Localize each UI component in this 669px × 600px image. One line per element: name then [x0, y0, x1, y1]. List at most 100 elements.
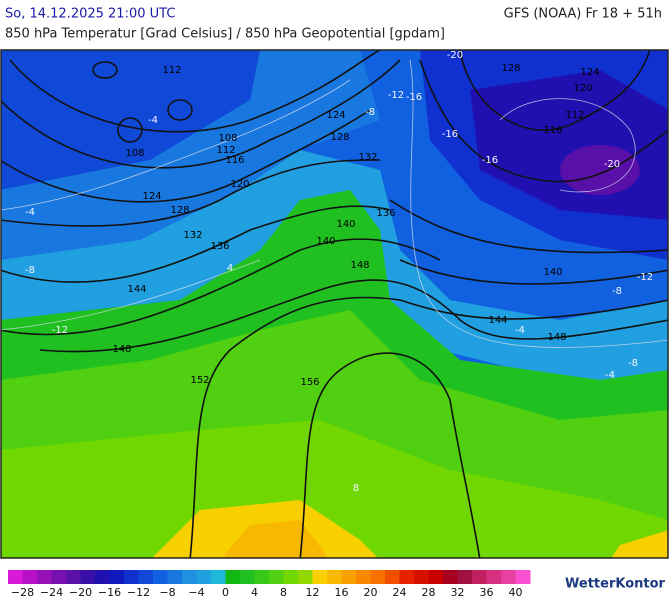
colorbar-swatch: [80, 570, 96, 584]
colorbar-swatch: [51, 570, 67, 584]
geopotential-label: 116: [543, 125, 562, 136]
colorbar-swatch: [240, 570, 255, 584]
temperature-label: -12: [637, 272, 653, 283]
temperature-label: -12: [52, 325, 68, 336]
colorbar-swatch: [312, 570, 328, 584]
colorbar: −28 −24 −20 −16 −12 −8 −4 0 4 8 12 16 20 24 28 32 36 40: [8, 570, 531, 599]
colorbar-swatch: [138, 570, 154, 584]
geopotential-label: 140: [543, 267, 562, 278]
colorbar-tick-label: −20: [69, 586, 92, 599]
colorbar-swatch: [341, 570, 357, 584]
colorbar-tick-label: −12: [127, 586, 150, 599]
colorbar-swatch: [428, 570, 444, 584]
temperature-label: -16: [406, 92, 422, 103]
colorbar-tick-label: 20: [364, 586, 378, 599]
geopotential-label: 144: [488, 315, 507, 326]
geopotential-label: 156: [300, 377, 319, 388]
colorbar-swatch: [370, 570, 386, 584]
colorbar-tick-label: −4: [188, 586, 204, 599]
colorbar-swatch: [414, 570, 429, 584]
geopotential-label: 120: [573, 83, 592, 94]
geopotential-label: 148: [547, 332, 566, 343]
colorbar-tick-label: 28: [422, 586, 436, 599]
geopotential-label: 136: [376, 208, 395, 219]
colorbar-swatch: [515, 570, 531, 584]
geopotential-label: 108: [125, 148, 144, 159]
temperature-label: -4: [25, 207, 35, 218]
temperature-label: -4: [515, 325, 525, 336]
geopotential-label: 140: [336, 219, 355, 230]
geopotential-label: 128: [170, 205, 189, 216]
subtitle: 850 hPa Temperatur [Grad Celsius] / 850 …: [5, 27, 445, 42]
map: [0, 49, 669, 559]
colorbar-swatch: [196, 570, 212, 584]
geopotential-label: 144: [127, 284, 146, 295]
colorbar-swatch: [225, 570, 241, 584]
colorbar-swatch: [124, 570, 139, 584]
temperature-label: -4: [148, 115, 158, 126]
temperature-label: -8: [628, 358, 638, 369]
geopotential-label: 152: [190, 375, 209, 386]
geopotential-label: 124: [580, 67, 599, 78]
colorbar-swatch: [472, 570, 487, 584]
colorbar-swatch: [95, 570, 110, 584]
colorbar-swatch: [22, 570, 38, 584]
geopotential-label: 112: [162, 65, 181, 76]
colorbar-swatch: [327, 570, 342, 584]
geopotential-label: 124: [326, 110, 345, 121]
colorbar-swatch: [182, 570, 197, 584]
temperature-label: -16: [442, 129, 458, 140]
temperature-label: 4: [227, 263, 233, 274]
temperature-label: -8: [25, 265, 35, 276]
temperature-label: -20: [447, 50, 463, 61]
colorbar-swatch: [457, 570, 473, 584]
colorbar-tick-label: 12: [306, 586, 320, 599]
colorbar-swatch: [8, 570, 23, 584]
geopotential-label: 124: [142, 191, 161, 202]
colorbar-tick-label: 24: [393, 586, 407, 599]
colorbar-swatch: [298, 570, 313, 584]
colorbar-tick-label: −24: [40, 586, 63, 599]
geopotential-label: 140: [316, 236, 335, 247]
colorbar-swatch: [167, 570, 183, 584]
colorbar-tick-label: 16: [335, 586, 349, 599]
colorbar-swatch: [356, 570, 371, 584]
temperature-label: -20: [604, 159, 620, 170]
geopotential-label: 116: [225, 155, 244, 166]
geopotential-label: 148: [112, 344, 131, 355]
colorbar-tick-label: −8: [159, 586, 175, 599]
geopotential-label: 108: [218, 133, 237, 144]
geopotential-label: 112: [565, 110, 584, 121]
temperature-label: 8: [353, 483, 359, 494]
colorbar-swatch: [211, 570, 226, 584]
geopotential-label: 132: [183, 230, 202, 241]
colorbar-swatch: [501, 570, 516, 584]
geopotential-label: 132: [358, 152, 377, 163]
colorbar-swatch: [443, 570, 458, 584]
colorbar-swatch: [254, 570, 270, 584]
colorbar-tick-label: 36: [480, 586, 494, 599]
temperature-label: -4: [605, 370, 615, 381]
colorbar-tick-label: 32: [451, 586, 465, 599]
colorbar-tick-label: 40: [509, 586, 523, 599]
colorbar-swatch: [269, 570, 284, 584]
colorbar-swatch: [399, 570, 415, 584]
colorbar-swatch: [66, 570, 81, 584]
temperature-label: -8: [612, 286, 622, 297]
colorbar-swatch: [486, 570, 502, 584]
colorbar-tick-label: 8: [280, 586, 287, 599]
brand-logo: WetterKontor: [565, 577, 666, 592]
geopotential-label: 120: [230, 179, 249, 190]
geopotential-label: 128: [501, 63, 520, 74]
colorbar-swatch: [109, 570, 125, 584]
colorbar-tick-label: −28: [11, 586, 34, 599]
model-run: GFS (NOAA) Fr 18 + 51h: [504, 7, 662, 22]
colorbar-swatch: [283, 570, 299, 584]
geopotential-label: 128: [330, 132, 349, 143]
colorbar-tick-label: −16: [98, 586, 121, 599]
geopotential-label: 112: [216, 145, 235, 156]
geopotential-label: 148: [350, 260, 369, 271]
colorbar-swatch: [385, 570, 400, 584]
